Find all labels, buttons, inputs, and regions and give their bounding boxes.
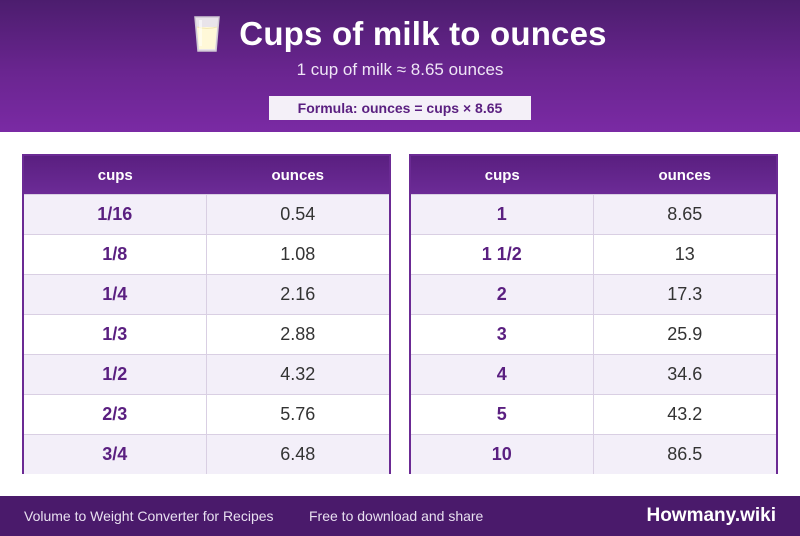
table-header: cups ounces: [411, 156, 776, 194]
ounces-cell: 25.9: [667, 324, 703, 344]
footer-tagline: Volume to Weight Converter for Recipes: [24, 508, 274, 524]
ounces-cell: 34.6: [667, 364, 703, 384]
table-row: 3/4 6.48: [24, 434, 389, 474]
ounces-cell: 13: [674, 244, 695, 264]
cups-cell: 1/16: [24, 195, 207, 234]
table-body: 1 8.65 1 1/2 13 2 17.3 3 25.9 4 34.6 5 43.2 10…: [411, 194, 776, 474]
cups-cell: 3/4: [24, 435, 207, 474]
column-header-cups: cups: [97, 166, 133, 184]
table-body: 1/16 0.54 1/8 1.08 1/4 2.16 1/3 2.88 1/2 4.32…: [24, 194, 389, 474]
column-header-ounces: ounces: [271, 166, 324, 184]
ounces-cell: 0.54: [280, 204, 316, 224]
table-row: 1/16 0.54: [24, 194, 389, 234]
table-row: 2/3 5.76: [24, 394, 389, 434]
subtitle: 1 cup of milk ≈ 8.65 ounces: [296, 60, 504, 79]
formula-box: Formula: ounces = cups × 8.65: [269, 96, 531, 120]
cups-cell: 1/4: [24, 275, 207, 314]
cups-cell: 2/3: [24, 395, 207, 434]
cups-cell: 10: [411, 435, 594, 474]
cups-cell: 1/3: [24, 315, 207, 354]
table-row: 1/3 2.88: [24, 314, 389, 354]
cups-cell: 4: [411, 355, 594, 394]
milk-glass-icon: [194, 16, 221, 52]
page-title: Cups of milk to ounces: [239, 15, 607, 52]
cups-cell: 1: [411, 195, 594, 234]
ounces-cell: 4.32: [280, 364, 316, 384]
title-row: Cups of milk to ounces: [0, 12, 800, 56]
table-row: 1 1/2 13: [411, 234, 776, 274]
table-row: 1/4 2.16: [24, 274, 389, 314]
table-row: 10 86.5: [411, 434, 776, 474]
table-row: 1/2 4.32: [24, 354, 389, 394]
header: Cups of milk to ounces 1 cup of milk ≈ 8…: [0, 0, 800, 132]
table-row: 5 43.2: [411, 394, 776, 434]
ounces-cell: 6.48: [280, 444, 316, 464]
table-row: 3 25.9: [411, 314, 776, 354]
brand-logo-text[interactable]: Howmany.wiki: [646, 505, 776, 526]
table-row: 1/8 1.08: [24, 234, 389, 274]
ounces-cell: 2.16: [280, 284, 316, 304]
ounces-cell: 17.3: [667, 284, 703, 304]
ounces-cell: 43.2: [667, 404, 703, 424]
cups-cell: 3: [411, 315, 594, 354]
table-row: 1 8.65: [411, 194, 776, 234]
column-header-cups: cups: [484, 166, 520, 184]
column-header-ounces: ounces: [658, 166, 711, 184]
footer: Volume to Weight Converter for Recipes F…: [0, 496, 800, 536]
cups-cell: 1 1/2: [411, 235, 594, 274]
cups-cell: 1/2: [24, 355, 207, 394]
ounces-cell: 5.76: [280, 404, 316, 424]
table-row: 2 17.3: [411, 274, 776, 314]
table-row: 4 34.6: [411, 354, 776, 394]
ounces-cell: 2.88: [280, 324, 316, 344]
ounces-cell: 86.5: [667, 444, 703, 464]
ounces-cell: 8.65: [667, 204, 703, 224]
table-header: cups ounces: [24, 156, 389, 194]
footer-share-text: Free to download and share: [309, 508, 484, 524]
ounces-cell: 1.08: [280, 244, 316, 264]
conversion-table-left: cups ounces 1/16 0.54 1/8 1.08 1/4 2.16 1/3…: [22, 154, 391, 474]
cups-cell: 5: [411, 395, 594, 434]
cups-cell: 1/8: [24, 235, 207, 274]
cups-cell: 2: [411, 275, 594, 314]
